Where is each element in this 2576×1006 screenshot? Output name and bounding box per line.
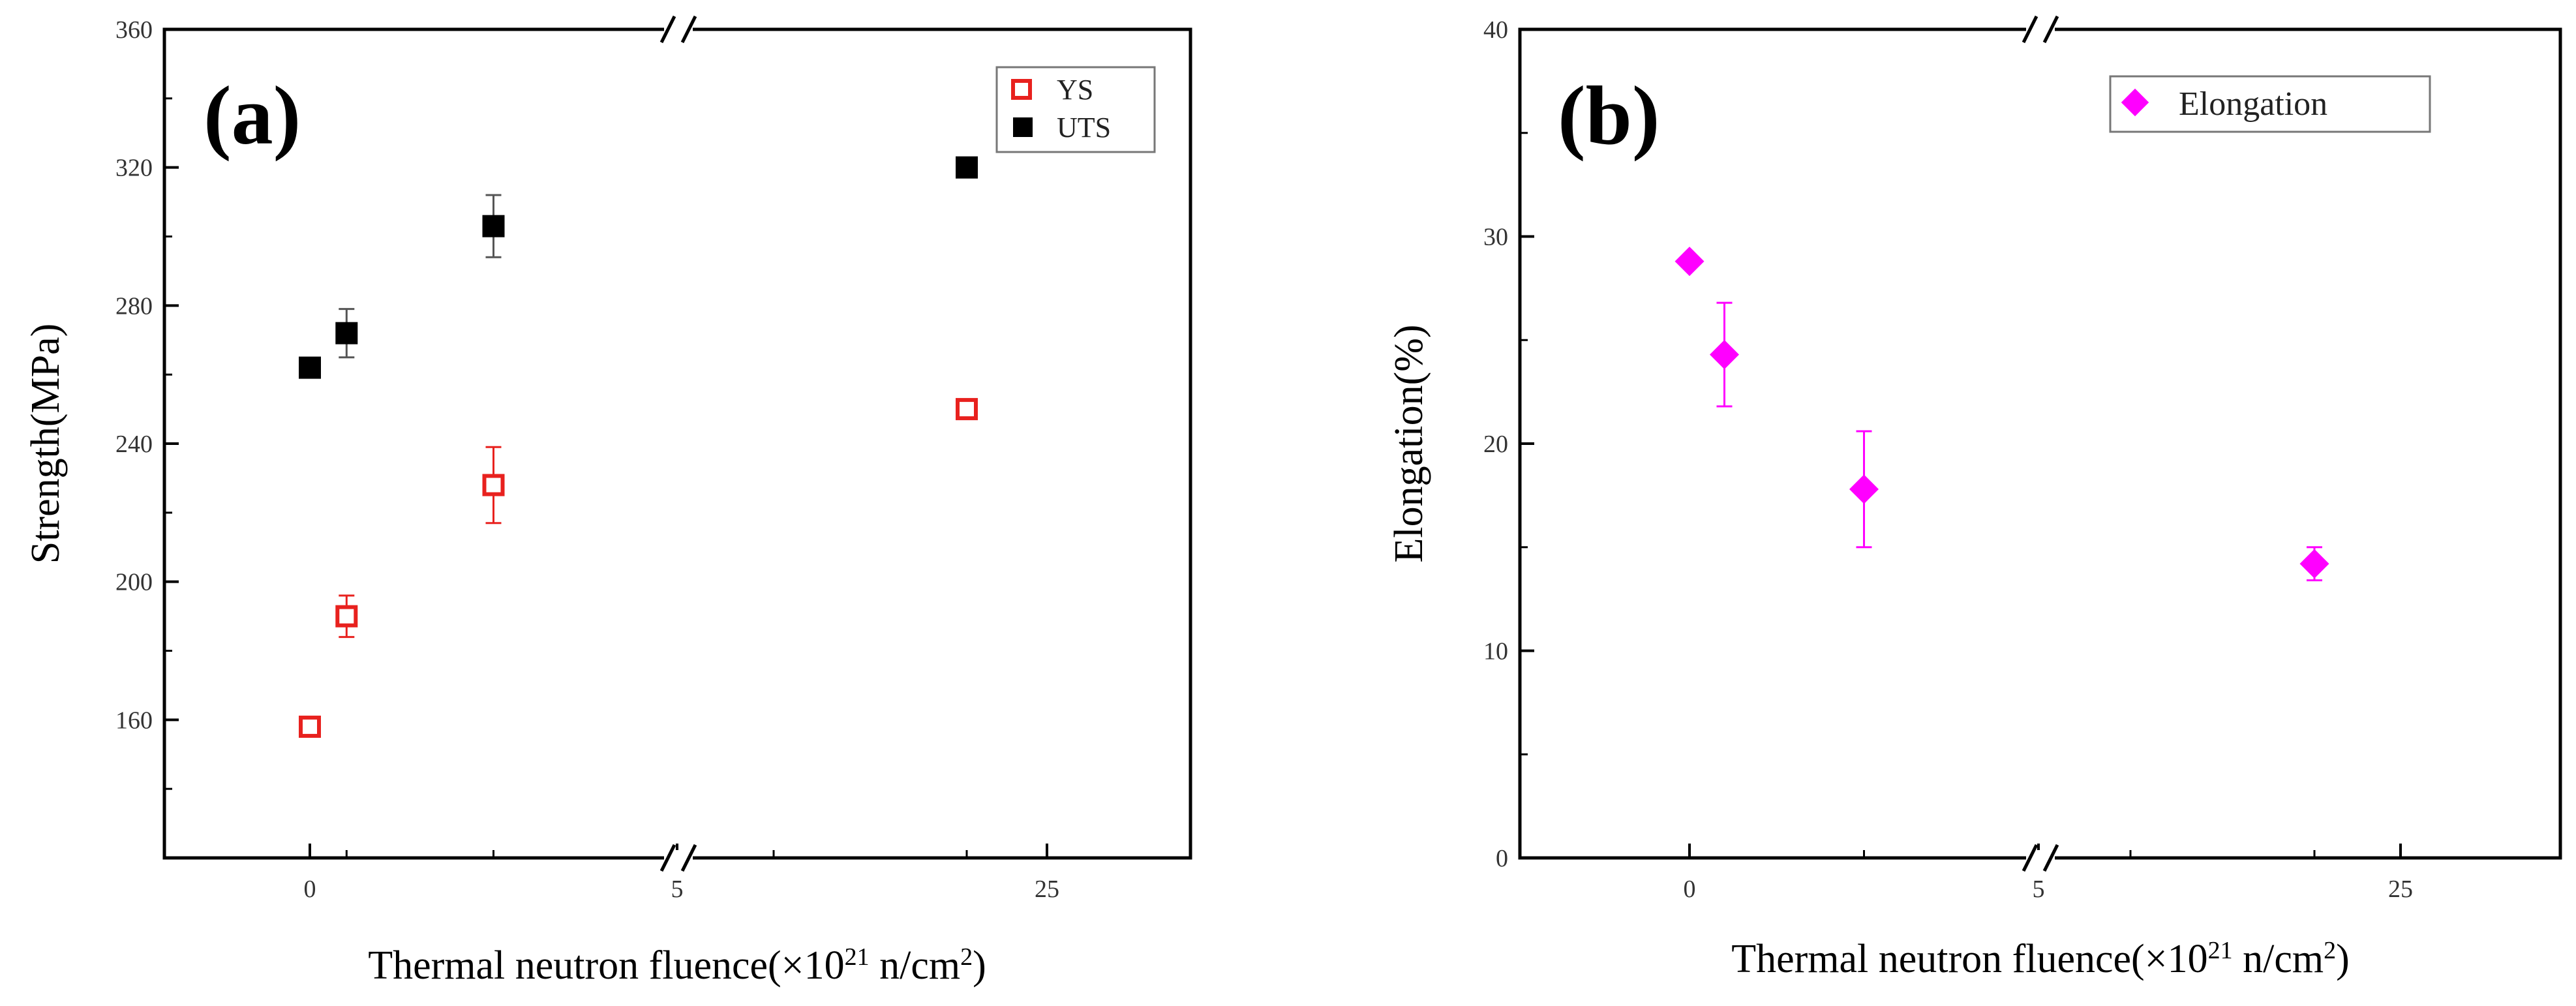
y-tick-label: 360 [115, 16, 153, 44]
y-tick-label: 0 [1496, 845, 1508, 872]
ys-point [482, 474, 505, 496]
x-tick-label: 0 [304, 876, 316, 903]
y-tick-label: 30 [1483, 224, 1508, 251]
y-axis-title-a: Strength(MPa) [23, 324, 68, 564]
elongation-point [1710, 339, 1739, 369]
legend-box-b [2109, 75, 2431, 133]
uts-point [956, 156, 978, 179]
elongation-point [2299, 549, 2329, 579]
legend-label-elongation: Elongation [2179, 85, 2327, 123]
axis-break-slash [680, 844, 697, 872]
axis-break-marks-b [2022, 15, 2059, 872]
y-tick-label: 240 [115, 431, 153, 458]
legend-marker-uts [1013, 117, 1033, 137]
axis-break-slash [680, 15, 697, 44]
panel-a-strength-chart: 160 200 240 280 320 360 0 5 25 (a) Strength(MPa… [23, 15, 1192, 988]
y-axis-ticks-b: 0 10 20 30 40 [1483, 16, 1534, 872]
uts-point [335, 322, 358, 344]
axis-break-slash [2042, 15, 2059, 44]
x-tick-label: 0 [1684, 876, 1696, 903]
x-tick-label: 25 [2388, 876, 2413, 903]
y-tick-label: 160 [115, 707, 153, 734]
uts-point [482, 215, 505, 237]
x-axis-ticks-b: 0 5 25 [1684, 844, 2413, 903]
uts-point [299, 356, 321, 379]
y-tick-label: 320 [115, 155, 153, 182]
axis-break-slash [659, 844, 676, 872]
x-tick-label: 25 [1035, 876, 1059, 903]
data-marks-b [1674, 247, 2329, 582]
ys-point [956, 398, 978, 421]
legend-marker-ys [1011, 79, 1032, 100]
legend-a: YS UTS [995, 66, 1156, 153]
legend-label-ys: YS [1057, 74, 1093, 106]
axis-break-slash [659, 15, 676, 44]
axis-break-slash [2022, 844, 2038, 872]
axis-break-slash [2022, 15, 2038, 44]
x-axis-title-b: Thermal neutron fluence(×1021 n/cm2) [1731, 937, 2350, 981]
panel-label-b: (b) [1558, 69, 1659, 162]
y-tick-label: 40 [1483, 16, 1508, 44]
plot-frame-b [1518, 27, 2562, 860]
y-tick-label: 20 [1483, 431, 1508, 458]
y-axis-title-b: Elongation(%) [1387, 324, 1431, 562]
panel-b-elongation-chart: 0 10 20 30 40 0 5 25 (b) Elongation(%) Thermal… [1387, 15, 2562, 981]
ys-point [335, 605, 358, 628]
data-marks-a [299, 156, 978, 738]
ys-point [299, 715, 321, 738]
x-axis-title-a: Thermal neutron fluence(×1021 n/cm2) [368, 943, 986, 988]
legend-b: Elongation [2109, 75, 2431, 133]
y-tick-label: 10 [1483, 638, 1508, 665]
y-tick-label: 280 [115, 292, 153, 320]
y-axis-ticks-a: 160 200 240 280 320 360 [115, 16, 179, 790]
y-tick-label: 200 [115, 569, 153, 596]
legend-label-uts: UTS [1057, 112, 1111, 144]
axis-break-slash [2042, 844, 2059, 872]
elongation-point [1849, 474, 1879, 504]
axis-break-marks-a [659, 15, 697, 872]
panel-label-a: (a) [204, 69, 301, 162]
x-axis-ticks-a: 0 5 25 [304, 844, 1059, 903]
x-tick-label: 5 [671, 876, 684, 903]
x-tick-label: 5 [2033, 876, 2045, 903]
elongation-point [1674, 247, 1705, 277]
legend-box-a [995, 66, 1156, 153]
